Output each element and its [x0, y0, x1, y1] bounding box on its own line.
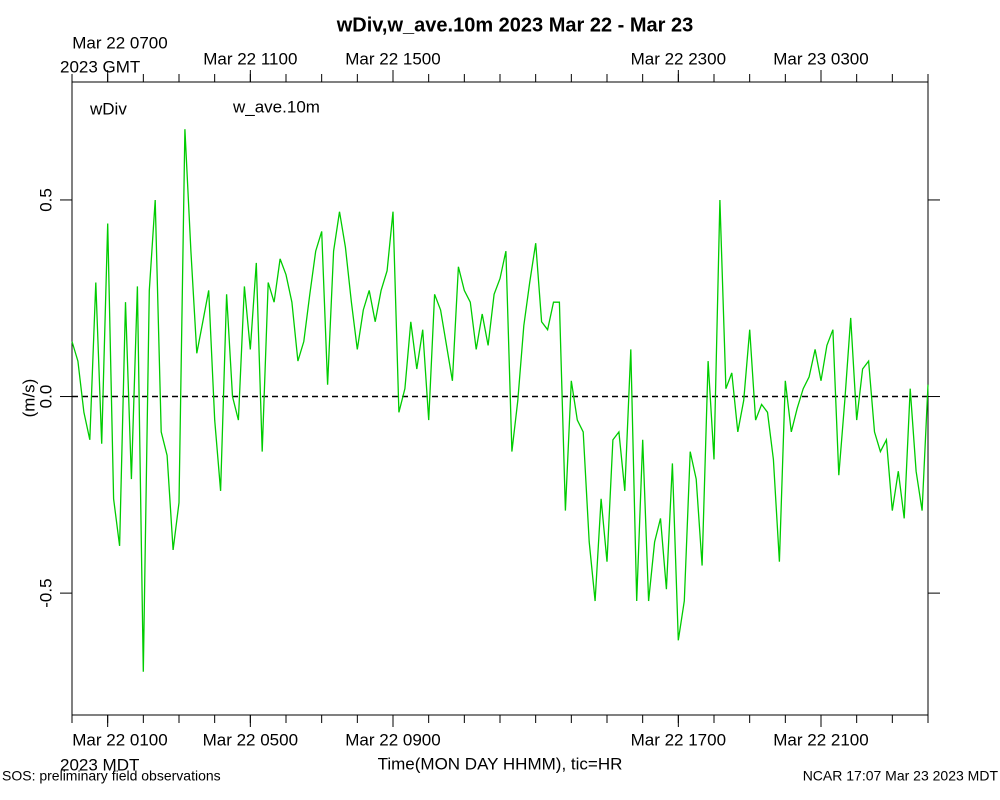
- x-tick-label: Mar 22 2100: [773, 730, 868, 749]
- legend-entry: w_ave.10m: [232, 97, 320, 116]
- x-tick-label: Mar 22 1700: [631, 730, 726, 749]
- data-line: [71, 129, 929, 672]
- footer-left: SOS: preliminary field observations: [2, 768, 221, 784]
- x2-tick-label: Mar 22 2300: [631, 49, 726, 68]
- x2-tick-label: Mar 22 0700: [72, 33, 167, 52]
- x-tick-label: Mar 22 0500: [203, 730, 298, 749]
- y-tick-label: 0.0: [36, 385, 55, 409]
- y-tick-label: 0.5: [36, 188, 55, 212]
- x2-zone-label: 2023 GMT: [60, 57, 140, 76]
- y-tick-label: -0.5: [36, 578, 55, 607]
- x2-tick-label: Mar 22 1500: [345, 49, 440, 68]
- x2-tick-label: Mar 23 0300: [773, 49, 868, 68]
- x-tick-label: Mar 22 0100: [72, 730, 167, 749]
- chart-title: wDiv,w_ave.10m 2023 Mar 22 - Mar 23: [336, 14, 694, 36]
- variable-label: wDiv: [89, 99, 127, 118]
- x-axis-label: Time(MON DAY HHMM), tic=HR: [378, 754, 623, 773]
- x2-tick-label: Mar 22 1100: [203, 49, 297, 68]
- y-axis-label: (m/s): [19, 379, 38, 418]
- x-tick-label: Mar 22 0900: [345, 730, 440, 749]
- footer-right: NCAR 17:07 Mar 23 2023 MDT: [803, 768, 999, 784]
- x-zone-label: 2023 MDT: [60, 755, 139, 774]
